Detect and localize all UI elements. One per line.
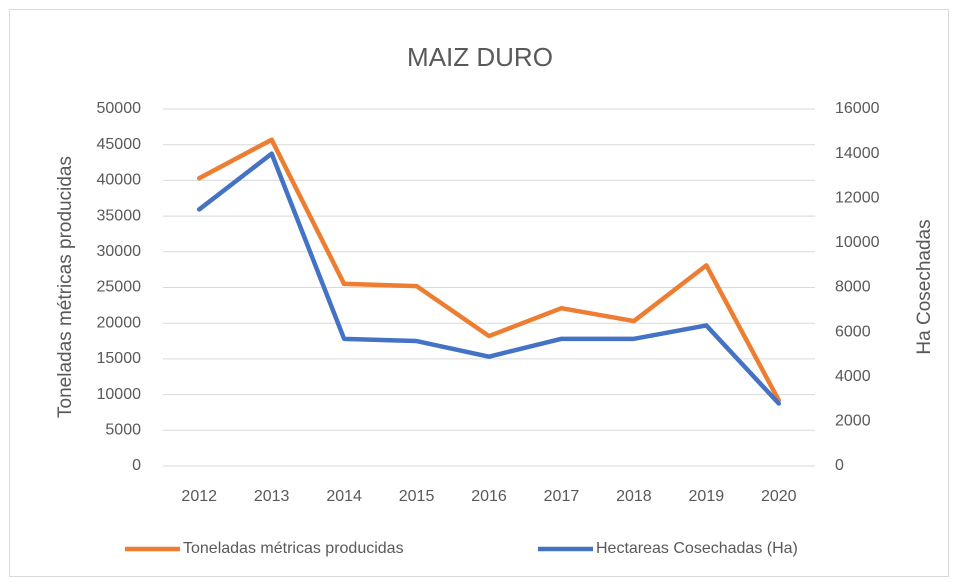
y2-tick-label: 0: [835, 457, 844, 474]
y-axis-label: Toneladas métricas producidas: [55, 156, 76, 418]
series-line: [196, 137, 782, 403]
x-tick-label: 2018: [616, 488, 652, 505]
y-tick-label: 30000: [97, 243, 142, 260]
y2-tick-label: 6000: [835, 323, 871, 340]
y-tick-label: 50000: [97, 100, 142, 117]
series-line: [196, 151, 782, 406]
y2-tick-label: 16000: [835, 100, 880, 117]
y-tick-label: 35000: [97, 207, 142, 224]
y-tick-label: 40000: [97, 172, 142, 189]
y2-axis-label: Ha Cosechadas: [914, 219, 935, 354]
y2-tick-label: 14000: [835, 145, 880, 162]
y2-tick-label: 2000: [835, 413, 871, 430]
y-tick-label: 10000: [97, 386, 142, 403]
chart-border: [9, 9, 949, 577]
y2-tick-label: 8000: [835, 279, 871, 296]
legend-label: Hectareas Cosechadas (Ha): [596, 540, 798, 557]
x-tick-label: 2012: [181, 488, 217, 505]
y-tick-label: 0: [132, 457, 141, 474]
x-tick-label: 2017: [544, 488, 580, 505]
y-tick-label: 45000: [97, 136, 142, 153]
y-tick-label: 5000: [105, 422, 141, 439]
x-tick-label: 2015: [399, 488, 435, 505]
x-tick-label: 2020: [761, 488, 797, 505]
y-tick-label: 20000: [97, 314, 142, 331]
x-tick-label: 2016: [471, 488, 507, 505]
x-tick-label: 2013: [254, 488, 290, 505]
y2-tick-label: 12000: [835, 189, 880, 206]
y-tick-label: 25000: [97, 279, 142, 296]
y2-tick-label: 10000: [835, 234, 880, 251]
chart-title: MAIZ DURO: [407, 42, 553, 72]
x-tick-label: 2019: [689, 488, 725, 505]
x-tick-label: 2014: [326, 488, 362, 505]
y-tick-label: 15000: [97, 350, 142, 367]
legend-label: Toneladas métricas producidas: [183, 540, 404, 557]
y2-tick-label: 4000: [835, 368, 871, 385]
